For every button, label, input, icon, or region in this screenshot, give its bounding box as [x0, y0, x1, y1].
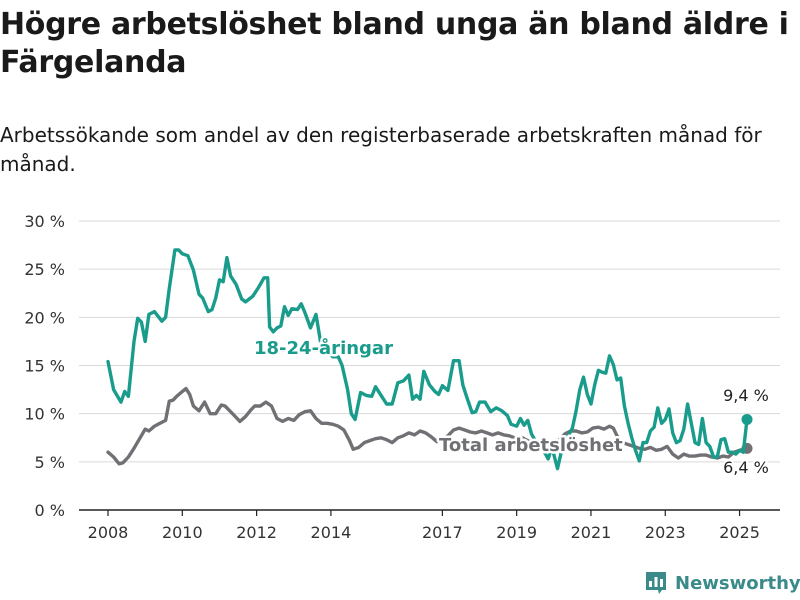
brand-logo[interactable]: Newsworthy — [644, 568, 800, 598]
y-tick-label: 15 % — [24, 357, 65, 376]
x-tick-label: 2019 — [496, 523, 537, 542]
x-tick-label: 2023 — [645, 523, 686, 542]
series-label-youth-halo: 18-24-åringar — [254, 337, 393, 359]
x-tick-label: 2017 — [422, 523, 463, 542]
end-point-youth — [741, 413, 753, 425]
y-tick-label: 5 % — [35, 453, 65, 472]
x-tick-label: 2010 — [162, 523, 203, 542]
series-label-youth: 18-24-åringar — [254, 337, 393, 359]
end-label-total-halo: 6,4 % — [723, 458, 769, 477]
series-lines — [106, 248, 753, 471]
series-label-total-halo: Total arbetslöshet — [439, 435, 623, 456]
series-line-youth — [106, 248, 749, 471]
y-tick-label: 25 % — [24, 260, 65, 279]
y-tick-label: 30 % — [24, 212, 65, 231]
y-tick-label: 0 % — [35, 501, 65, 520]
series-line-total — [106, 386, 749, 466]
axes: 0 % 5 % 10 % 15 % 20 % 25 % 30 % 2008 2010 2012 20… — [24, 212, 780, 542]
y-tick-label: 20 % — [24, 308, 65, 327]
x-tick-label: 2012 — [236, 523, 277, 542]
end-label-youth-halo: 9,4 % — [723, 386, 769, 405]
x-tick-label: 2014 — [311, 523, 352, 542]
chart-title: Högre arbetslöshet bland unga än bland ä… — [0, 7, 789, 80]
x-tick-label: 2008 — [88, 523, 129, 542]
end-label-youth: 9,4 % — [723, 386, 769, 405]
x-tick-label: 2021 — [571, 523, 612, 542]
x-tick-label: 2025 — [719, 523, 760, 542]
newsworthy-logo-icon — [646, 572, 666, 594]
series-label-total: Total arbetslöshet — [439, 435, 623, 456]
chart-subtitle: Arbetssökande som andel av den registerb… — [0, 123, 762, 176]
grid-lines — [79, 220, 780, 463]
end-label-total: 6,4 % — [723, 458, 769, 477]
brand-name: Newsworthy — [675, 572, 800, 594]
y-tick-label: 10 % — [24, 405, 65, 424]
